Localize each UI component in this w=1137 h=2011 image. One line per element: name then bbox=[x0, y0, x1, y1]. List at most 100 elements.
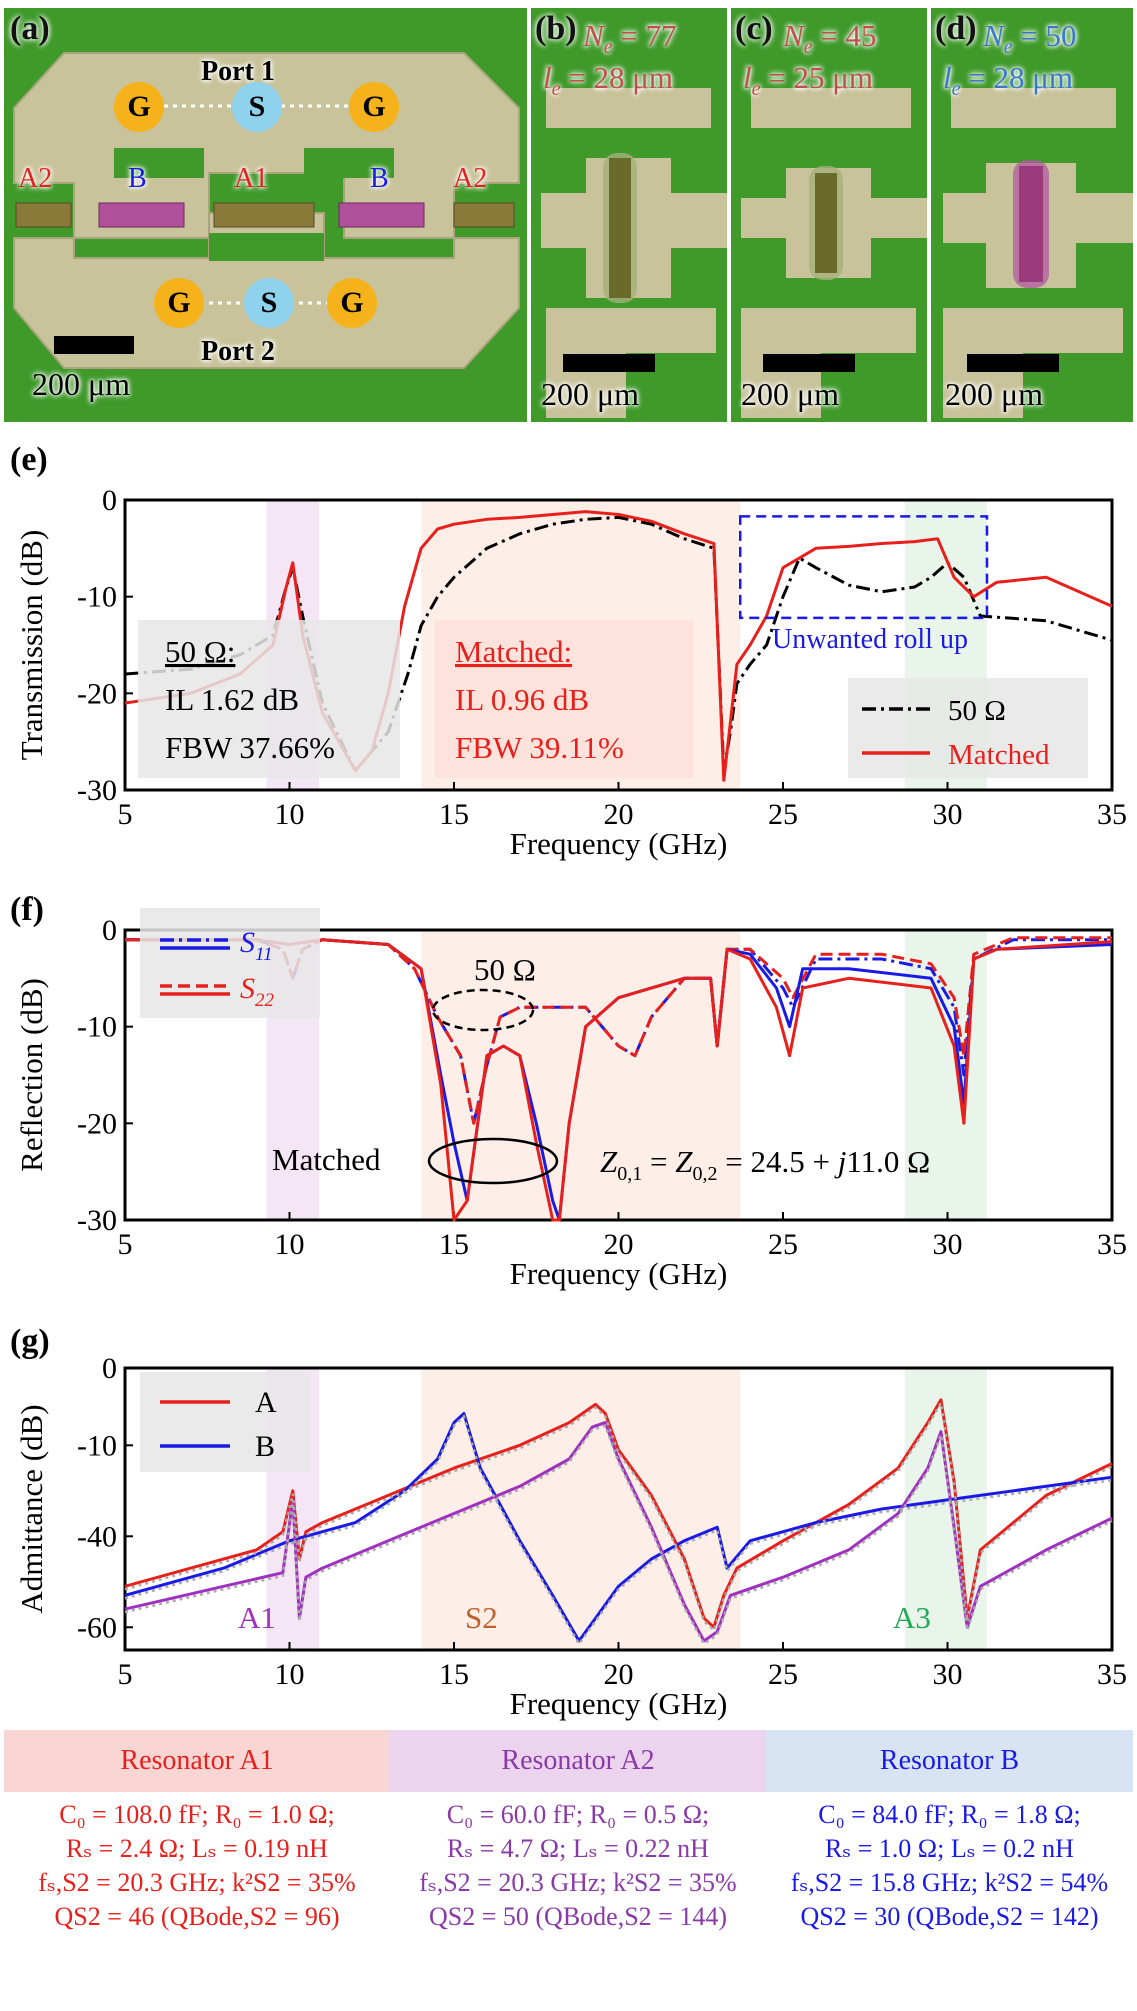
box-matched-bg bbox=[435, 620, 693, 778]
panel-label-d: (d) bbox=[935, 10, 977, 47]
ne-sub-b: e bbox=[603, 36, 613, 59]
panel-label-a: (a) bbox=[10, 10, 50, 47]
ne-value-c: = 45 bbox=[820, 18, 877, 53]
pad-g-bottom-right: G bbox=[327, 278, 377, 328]
chart-g: (g) 5 10 15 20 25 30 35 0 -10 -40 -60 Frequency (GH… bbox=[10, 1323, 1127, 1721]
table-header-a2: Resonator A2 bbox=[390, 1730, 766, 1792]
le-symbol-b: l bbox=[543, 60, 552, 95]
series-b bbox=[124, 1412, 1113, 1643]
scale-text-d: 200 μm bbox=[945, 376, 1044, 412]
table-a1-line2: Rₛ = 2.4 Ω; Lₛ = 0.19 nH bbox=[66, 1834, 328, 1863]
x-tick-label: 10 bbox=[275, 1658, 305, 1691]
legend-e-bg bbox=[848, 678, 1088, 778]
ne-symbol-b: N bbox=[583, 18, 604, 53]
table-a1-line4: QS2 = 46 (QBode,S2 = 96) bbox=[54, 1902, 340, 1931]
legend-g-b: B bbox=[255, 1430, 275, 1463]
le-sub-b: e bbox=[551, 78, 561, 101]
res-label-b-right: B bbox=[370, 163, 389, 194]
device-layout-d bbox=[943, 88, 1133, 418]
res-label-a1: A1 bbox=[234, 163, 269, 194]
le-value-b: = 28 μm bbox=[568, 60, 673, 95]
y-tick-label: -10 bbox=[77, 1011, 117, 1044]
y-tick-label: -20 bbox=[77, 1107, 117, 1140]
scale-bar-a bbox=[54, 336, 134, 354]
series-s22-matched bbox=[125, 938, 1113, 1222]
annot-g-a3: A3 bbox=[893, 1600, 931, 1635]
annot-f-50: 50 Ω bbox=[474, 952, 536, 987]
annot-g-s2: S2 bbox=[465, 1600, 498, 1635]
box-matched-fbw: FBW 39.11% bbox=[455, 730, 624, 765]
x-tick-label: 15 bbox=[439, 1658, 469, 1691]
x-axis-label: Frequency (GHz) bbox=[510, 1256, 728, 1291]
scale-text-a: 200 μm bbox=[32, 366, 131, 402]
pad-g-bottom-left: G bbox=[154, 278, 204, 328]
x-tick-label: 15 bbox=[439, 798, 469, 831]
y-tick-label: 0 bbox=[102, 484, 117, 517]
le-text-b: le = 28 μm bbox=[543, 60, 673, 101]
annot-f-impedance: Z0,1 = Z0,2 = 24.5 + j11.0 Ω bbox=[600, 1144, 930, 1185]
chart-f: (f) 5 10 15 20 25 30 35 0 -10 -20 -30 Frequency (GH… bbox=[10, 891, 1127, 1291]
table-b-line2: Rₛ = 1.0 Ω; Lₛ = 0.2 nH bbox=[825, 1834, 1074, 1863]
table-header-b: Resonator B bbox=[766, 1730, 1133, 1792]
panel-label-b: (b) bbox=[535, 10, 577, 47]
ne-text-c: Ne = 45 bbox=[783, 18, 877, 59]
box-50-title: 50 Ω: bbox=[165, 634, 235, 669]
le-text-d: le = 28 μm bbox=[943, 60, 1073, 101]
model-fit-line bbox=[124, 1424, 1113, 1646]
model-fit-line bbox=[124, 1414, 1113, 1647]
le-value-d: = 28 μm bbox=[968, 60, 1073, 95]
x-axis-label: Frequency (GHz) bbox=[510, 826, 728, 861]
ne-symbol-c: N bbox=[783, 18, 804, 53]
x-tick-label: 35 bbox=[1097, 798, 1127, 831]
le-text-c: le = 25 μm bbox=[743, 60, 873, 101]
device-layout-c bbox=[741, 88, 927, 418]
table-col-b: C₀ = 84.0 fF; R₀ = 1.8 Ω; Rₛ = 1.0 Ω; Lₛ… bbox=[766, 1798, 1133, 1934]
pad-g-top-right: G bbox=[349, 82, 399, 132]
scale-text-c: 200 μm bbox=[741, 376, 840, 412]
table-a2-line2: Rₛ = 4.7 Ω; Lₛ = 0.22 nH bbox=[447, 1834, 709, 1863]
table-a2-line3: fₛ,S2 = 20.3 GHz; k²S2 = 35% bbox=[419, 1868, 737, 1897]
annot-g-a1: A1 bbox=[238, 1600, 276, 1635]
res-label-a2-right: A2 bbox=[453, 163, 488, 194]
x-tick-label: 15 bbox=[439, 1228, 469, 1261]
y-tick-label: 0 bbox=[102, 914, 117, 947]
ne-value-d: = 50 bbox=[1020, 18, 1077, 53]
ne-text-d: Ne = 50 bbox=[983, 18, 1077, 59]
ellipse-f-50 bbox=[431, 988, 535, 1032]
legend-g-bg bbox=[140, 1372, 310, 1472]
chart-g-axes: 5 10 15 20 25 30 35 0 -10 -40 -60 Frequency (GHz) Ad… bbox=[14, 1352, 1127, 1721]
x-tick-label: 30 bbox=[933, 1228, 963, 1261]
panel-label-c: (c) bbox=[735, 10, 773, 47]
legend-g-a: A bbox=[255, 1386, 277, 1419]
annot-f-matched: Matched bbox=[272, 1142, 381, 1177]
series-a2 bbox=[124, 1421, 1113, 1643]
x-tick-label: 30 bbox=[933, 798, 963, 831]
box-matched-il: IL 0.96 dB bbox=[455, 682, 589, 717]
port2-label: Port 2 bbox=[201, 336, 275, 367]
ne-value-b: = 77 bbox=[620, 18, 677, 53]
ellipse-f-matched bbox=[427, 1137, 559, 1185]
x-tick-label: 30 bbox=[933, 1658, 963, 1691]
table-a2-line1: C₀ = 60.0 fF; R₀ = 0.5 Ω; bbox=[446, 1800, 710, 1829]
pad-s-top: S bbox=[232, 82, 282, 132]
y-tick-label: -30 bbox=[77, 1204, 117, 1237]
table-b-line1: C₀ = 84.0 fF; R₀ = 1.8 Ω; bbox=[818, 1800, 1081, 1829]
table-b-line4: QS2 = 30 (QBode,S2 = 142) bbox=[800, 1902, 1099, 1931]
y-tick-label: -60 bbox=[77, 1611, 117, 1644]
box-matched-title: Matched: bbox=[455, 634, 572, 669]
legend-f-bg bbox=[140, 908, 320, 1018]
rollup-label: Unwanted roll up bbox=[772, 624, 968, 655]
x-tick-label: 5 bbox=[118, 798, 133, 831]
port1-label: Port 1 bbox=[201, 56, 275, 87]
scale-bar-c bbox=[763, 354, 855, 372]
micrograph-c: (c) Ne = 45 le = 25 μm 200 μm bbox=[731, 8, 927, 422]
ne-sub-c: e bbox=[803, 36, 813, 59]
chart-e-axes: 5 10 15 20 25 30 35 0 -10 -20 -30 Frequency (GHz) Tr… bbox=[14, 484, 1127, 861]
box-50-fbw: FBW 37.66% bbox=[165, 730, 335, 765]
x-tick-label: 20 bbox=[604, 1658, 634, 1691]
panel-label-g: (g) bbox=[10, 1323, 50, 1360]
table-b-line3: fₛ,S2 = 15.8 GHz; k²S2 = 54% bbox=[790, 1868, 1109, 1897]
y-axis-label: Admittance (dB) bbox=[14, 1404, 49, 1613]
table-a1-line1: C₀ = 108.0 fF; R₀ = 1.0 Ω; bbox=[59, 1800, 335, 1829]
pad-g-top-left: G bbox=[114, 82, 164, 132]
